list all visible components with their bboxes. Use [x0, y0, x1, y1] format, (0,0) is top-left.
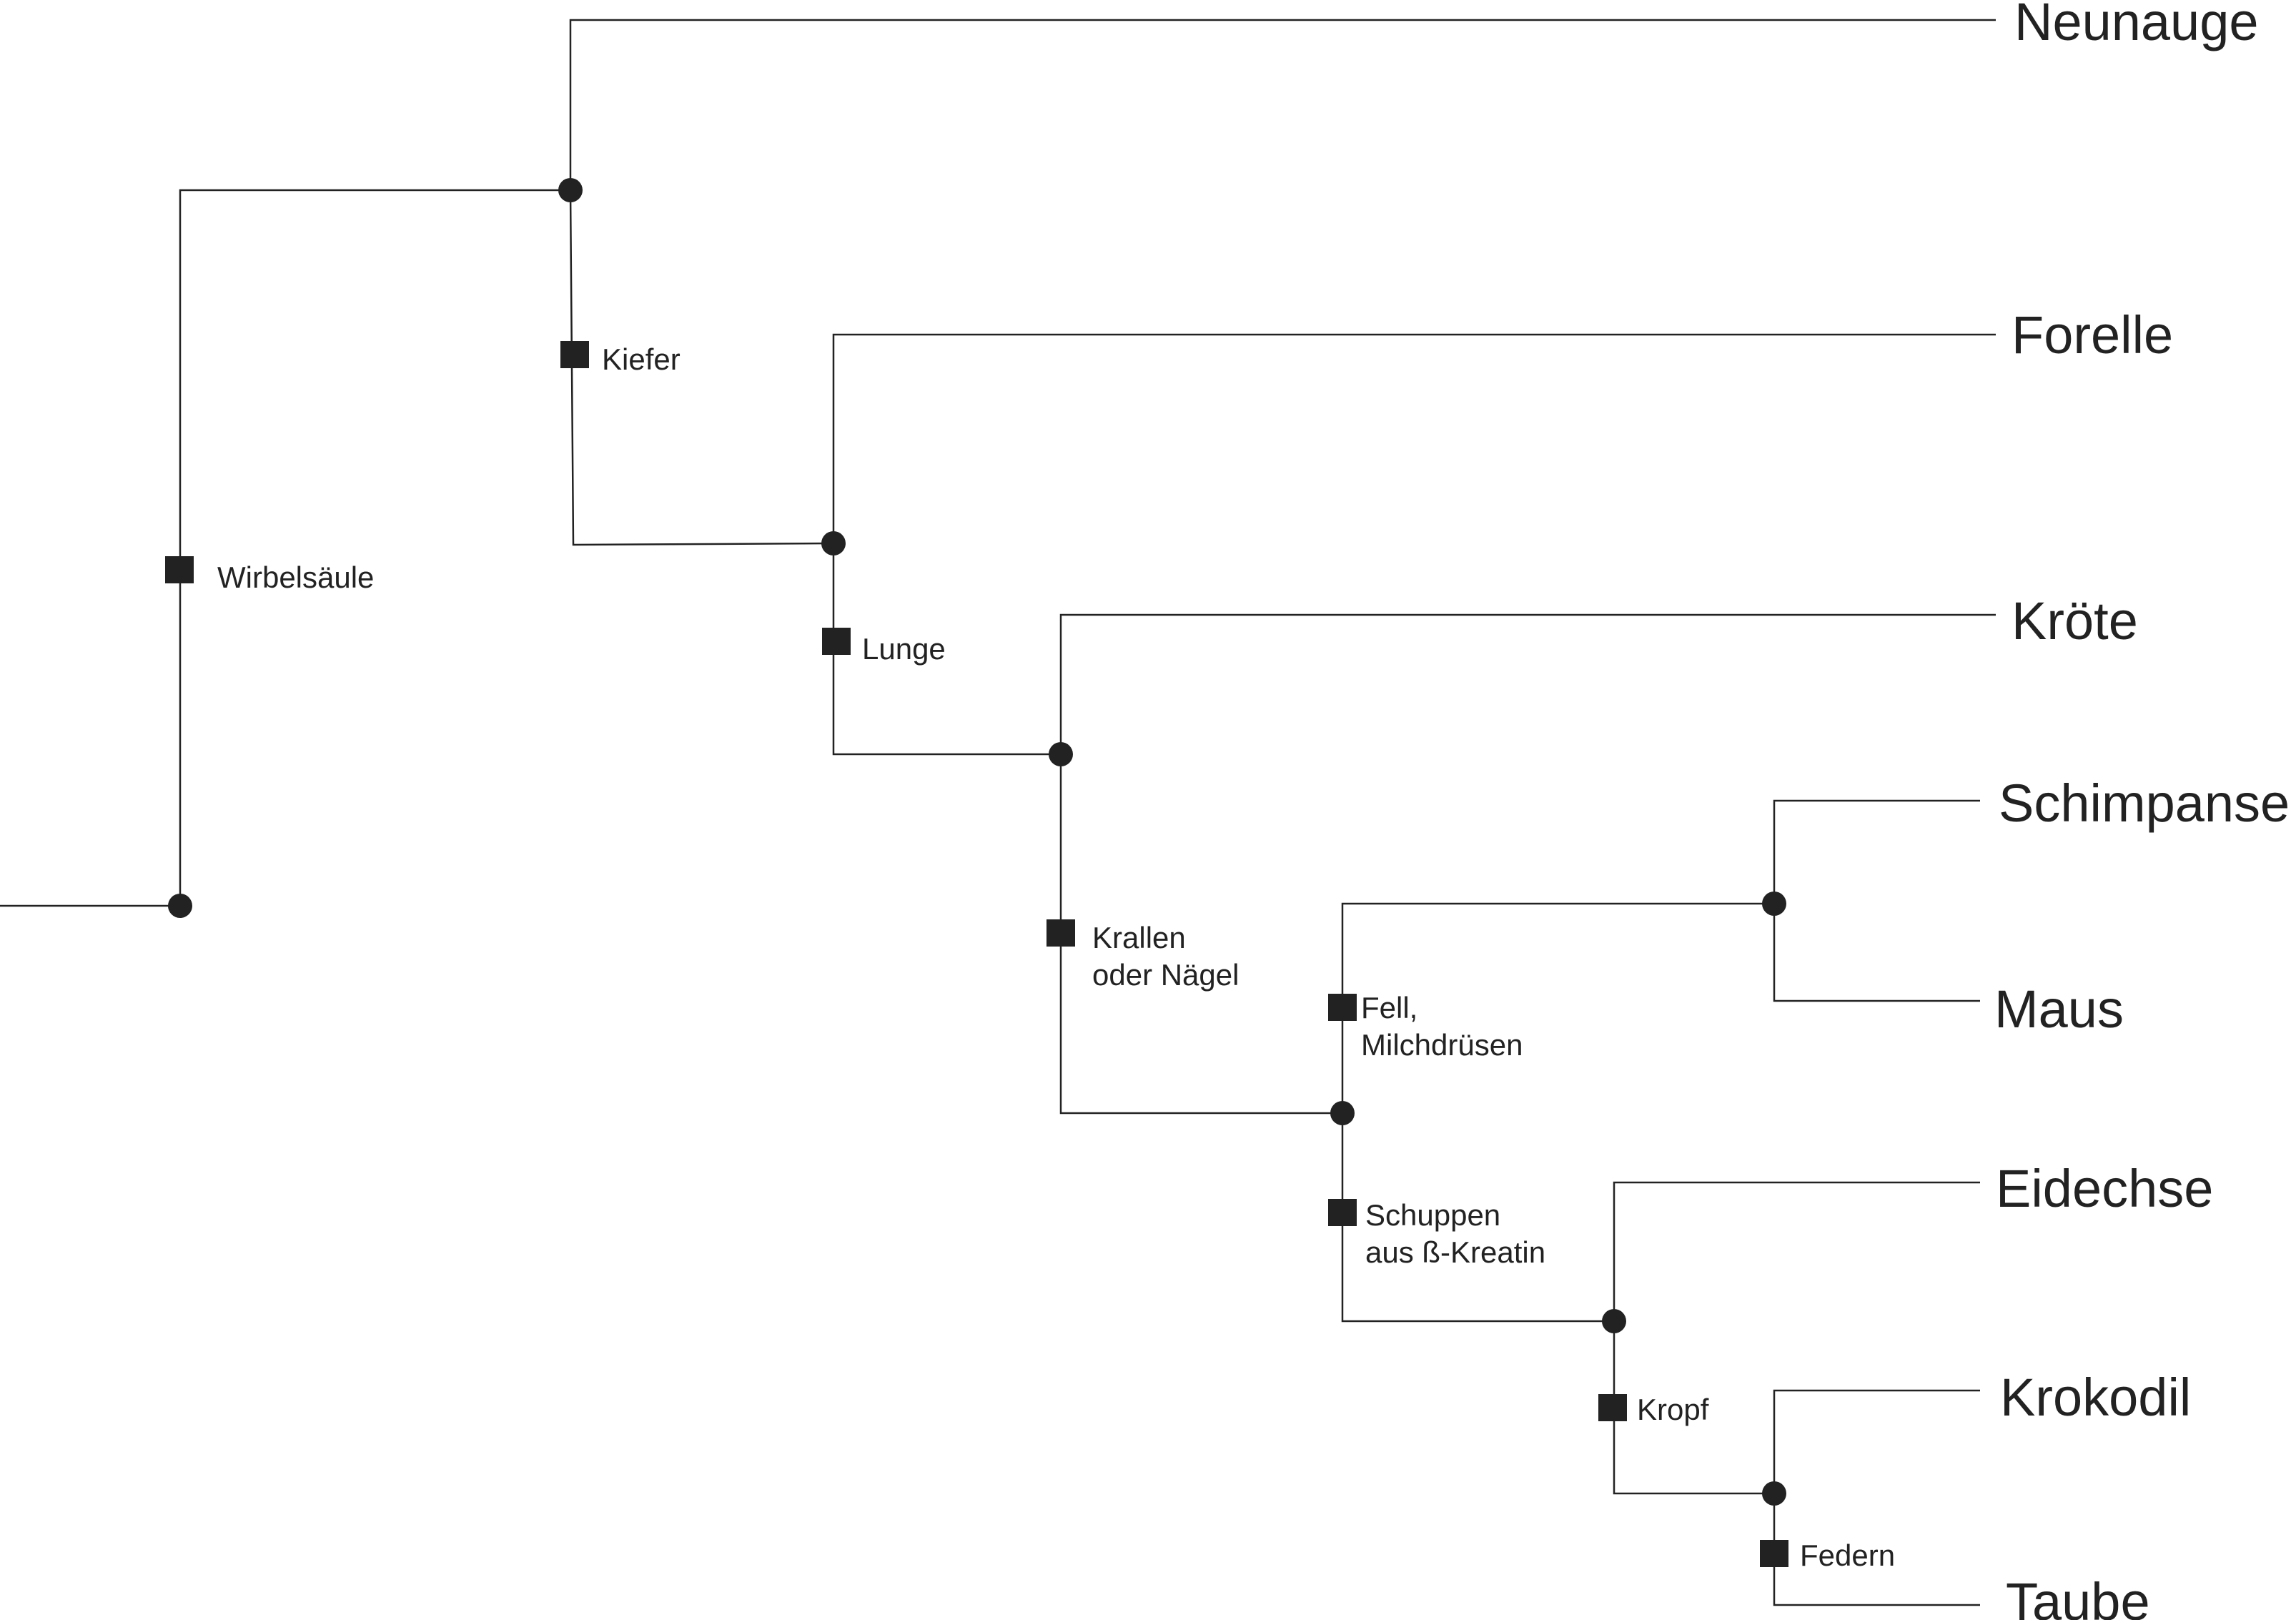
trait-fell: Fell, Milchdrüsen	[1361, 991, 1523, 1062]
branch-maus	[1773, 904, 1980, 1002]
node-archosaurs	[1762, 1481, 1786, 1506]
branch-mammals	[1341, 902, 1774, 1113]
marker-kropf	[1598, 1394, 1627, 1421]
nodes	[168, 178, 1786, 1506]
taxon-maus: Maus	[1994, 979, 2124, 1039]
trait-kiefer: Kiefer	[602, 342, 681, 376]
trait-lunge: Lunge	[862, 632, 946, 666]
branches	[0, 19, 1996, 1606]
taxon-forelle: Forelle	[2012, 305, 2173, 365]
trait-line: oder Nägel	[1092, 958, 1239, 992]
marker-fell	[1328, 994, 1357, 1021]
trait-markers	[165, 341, 1788, 1567]
branch-neunauge	[569, 19, 1996, 190]
trait-line: Milchdrüsen	[1361, 1028, 1523, 1062]
taxon-eidechse: Eidechse	[1996, 1159, 2213, 1218]
trait-line: Fell,	[1361, 991, 1417, 1024]
trait-line: Schuppen	[1365, 1198, 1500, 1232]
trait-schuppen: Schuppen aus ß-Kreatin	[1365, 1198, 1545, 1269]
trait-federn: Federn	[1800, 1538, 1895, 1572]
marker-wirbelsaeule	[165, 556, 194, 583]
branch-forelle	[832, 333, 1996, 543]
trait-line: Federn	[1800, 1538, 1895, 1572]
node-mammals	[1762, 892, 1786, 916]
branch-lunged	[832, 543, 1061, 756]
taxon-neunauge: Neunauge	[2014, 0, 2259, 51]
taxon-schimpanse: Schimpanse	[1999, 774, 2290, 833]
branch-amniotes	[1059, 754, 1342, 1115]
taxon-labels: Neunauge Forelle Kröte Schimpanse Maus E…	[1994, 0, 2290, 1620]
trait-line: Lunge	[862, 632, 946, 666]
branch-archosaurs	[1613, 1321, 1774, 1495]
branch-jawed	[569, 189, 834, 546]
node-jawed	[821, 531, 846, 555]
trait-line: aus ß-Kreatin	[1365, 1235, 1545, 1269]
marker-schuppen	[1328, 1199, 1357, 1226]
branch-krokodil	[1773, 1389, 1980, 1493]
trait-krallen: Krallen oder Nägel	[1092, 921, 1239, 992]
taxon-taube: Taube	[2006, 1572, 2150, 1620]
taxon-krokodil: Krokodil	[2000, 1368, 2191, 1427]
node-root	[168, 894, 192, 918]
marker-kiefer	[560, 341, 589, 368]
marker-krallen	[1046, 919, 1075, 947]
trait-line: Krallen	[1092, 921, 1186, 954]
marker-lunge	[822, 628, 851, 655]
branch-schimpanse	[1773, 799, 1980, 904]
branch-vertebrates	[179, 189, 570, 906]
node-amniotes	[1330, 1101, 1355, 1125]
trait-labels: Wirbelsäule Kiefer Lunge Krallen oder Nä…	[217, 342, 1895, 1572]
branch-kroete	[1059, 613, 1996, 754]
trait-line: Kiefer	[602, 342, 681, 376]
branch-eidechse	[1613, 1181, 1980, 1321]
node-vertebrates	[558, 178, 583, 202]
trait-wirbelsaeule: Wirbelsäule	[217, 560, 374, 594]
trait-line: Wirbelsäule	[217, 560, 374, 594]
trait-line: Kropf	[1637, 1393, 1709, 1426]
branch-reptiles	[1341, 1113, 1614, 1323]
trait-kropf: Kropf	[1637, 1393, 1709, 1426]
taxon-kroete: Kröte	[2012, 591, 2138, 651]
branch-taube	[1773, 1493, 1980, 1606]
marker-federn	[1760, 1540, 1788, 1567]
node-lunged	[1049, 742, 1073, 766]
node-reptiles	[1602, 1309, 1626, 1333]
